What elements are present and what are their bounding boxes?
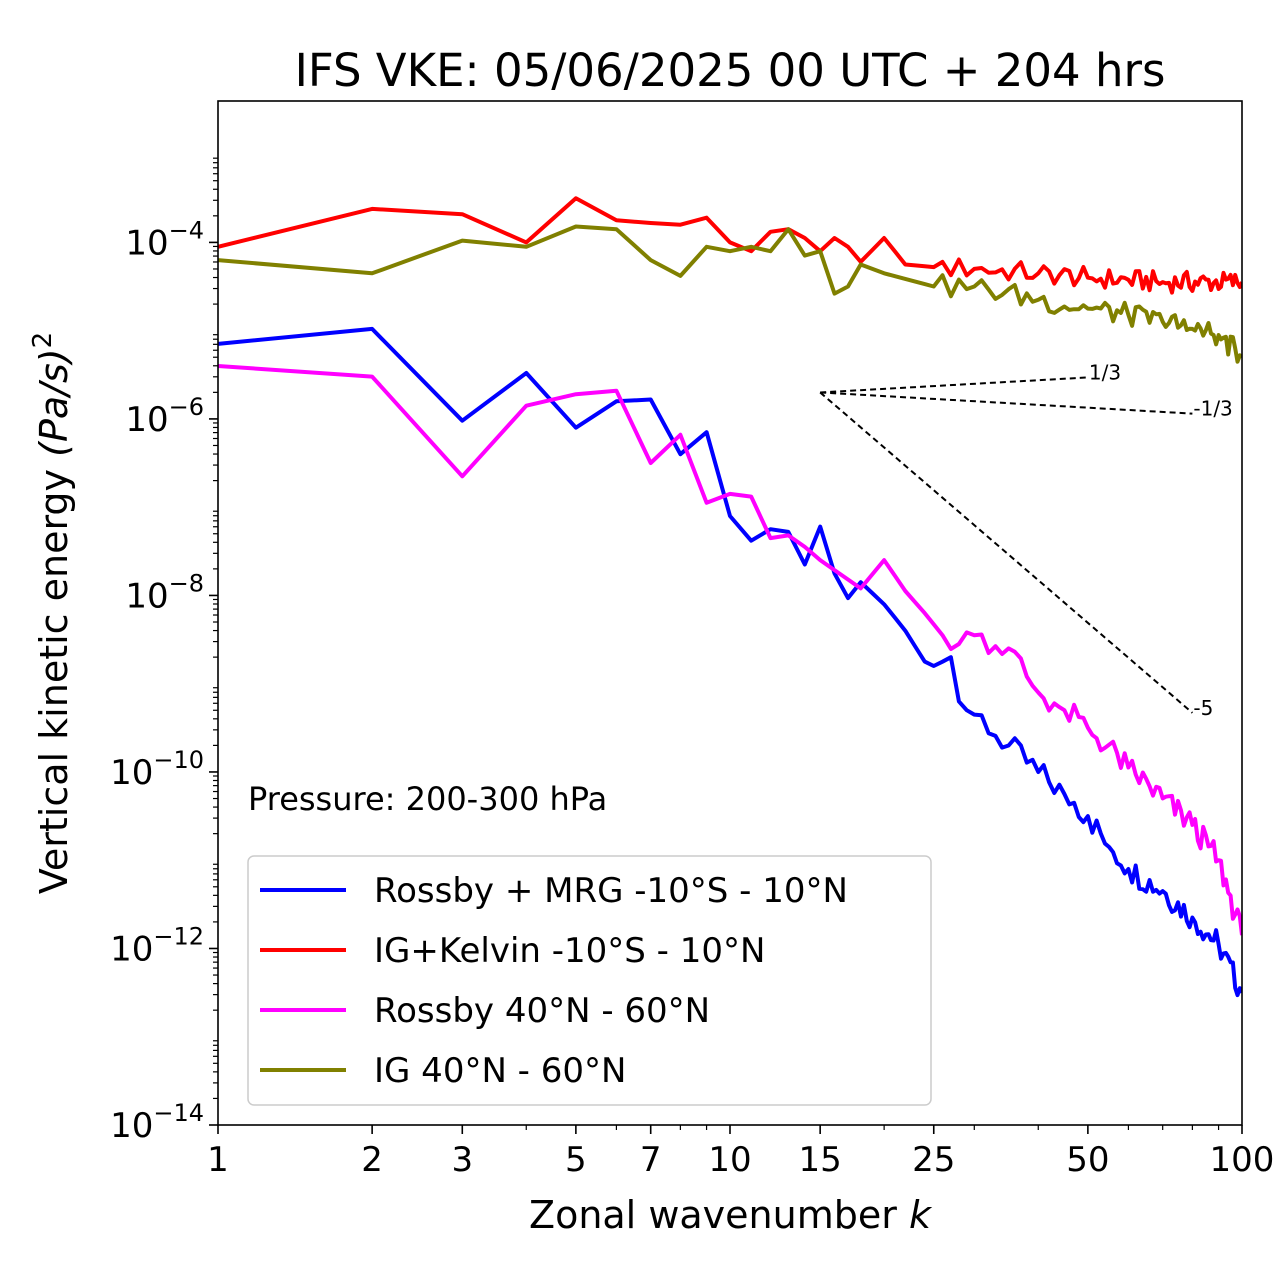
series-line-4 bbox=[218, 224, 1242, 364]
legend: Rossby + MRG -10°S - 10°N IG+Kelvin -10°S… bbox=[247, 855, 932, 1106]
y-axis-label: Vertical kinetic energy (Pa/s)2 bbox=[28, 332, 76, 894]
legend-box bbox=[247, 855, 932, 1106]
reference-line-3 bbox=[819, 391, 1194, 714]
series-layer bbox=[218, 196, 1242, 998]
x-tick-label: 10 bbox=[708, 1140, 751, 1180]
y-tick-label: 10−12 bbox=[110, 922, 204, 969]
x-tick-label: 2 bbox=[361, 1140, 383, 1180]
reference-line-1 bbox=[820, 376, 1088, 394]
series-line-2 bbox=[218, 196, 1242, 295]
legend-label-4: IG 40°N - 60°N bbox=[374, 1051, 626, 1091]
reference-label-1: 1/3 bbox=[1089, 360, 1121, 384]
x-tick-label: 5 bbox=[565, 1140, 587, 1180]
legend-label-2: IG+Kelvin -10°S - 10°N bbox=[374, 931, 765, 971]
series-line-3 bbox=[218, 364, 1242, 936]
x-tick-label: 25 bbox=[912, 1140, 955, 1180]
reference-slopes: 1/3 -1/3 -5 bbox=[819, 360, 1233, 720]
pressure-annotation: Pressure: 200-300 hPa bbox=[248, 780, 607, 818]
reference-label-2: -1/3 bbox=[1193, 397, 1232, 421]
y-tick-label: 10−14 bbox=[110, 1099, 204, 1146]
x-tick-label: 15 bbox=[799, 1140, 842, 1180]
x-tick-label: 3 bbox=[451, 1140, 473, 1180]
y-tick-label: 10−8 bbox=[125, 569, 204, 616]
x-axis-ticks: 1 2 3 5 7 10 15 25 50 100 bbox=[207, 1125, 1274, 1180]
chart-title: IFS VKE: 05/06/2025 00 UTC + 204 hrs bbox=[295, 44, 1166, 97]
x-tick-label: 1 bbox=[207, 1140, 229, 1180]
x-axis-label: Zonal wavenumber k bbox=[529, 1193, 933, 1237]
y-tick-label: 10−6 bbox=[125, 393, 204, 440]
x-tick-label: 50 bbox=[1066, 1140, 1109, 1180]
x-tick-label: 7 bbox=[640, 1140, 662, 1180]
y-axis-ticks: 10−14 10−12 10−10 10−8 10−6 10−4 bbox=[110, 157, 218, 1146]
legend-label-1: Rossby + MRG -10°S - 10°N bbox=[374, 871, 848, 911]
y-tick-label: 10−10 bbox=[110, 746, 204, 793]
reference-label-3: -5 bbox=[1193, 696, 1213, 720]
x-tick-label: 100 bbox=[1210, 1140, 1275, 1180]
series-line-1 bbox=[218, 326, 1242, 998]
reference-line-2 bbox=[820, 391, 1193, 415]
y-tick-label: 10−4 bbox=[125, 216, 204, 263]
legend-label-3: Rossby 40°N - 60°N bbox=[374, 991, 710, 1031]
